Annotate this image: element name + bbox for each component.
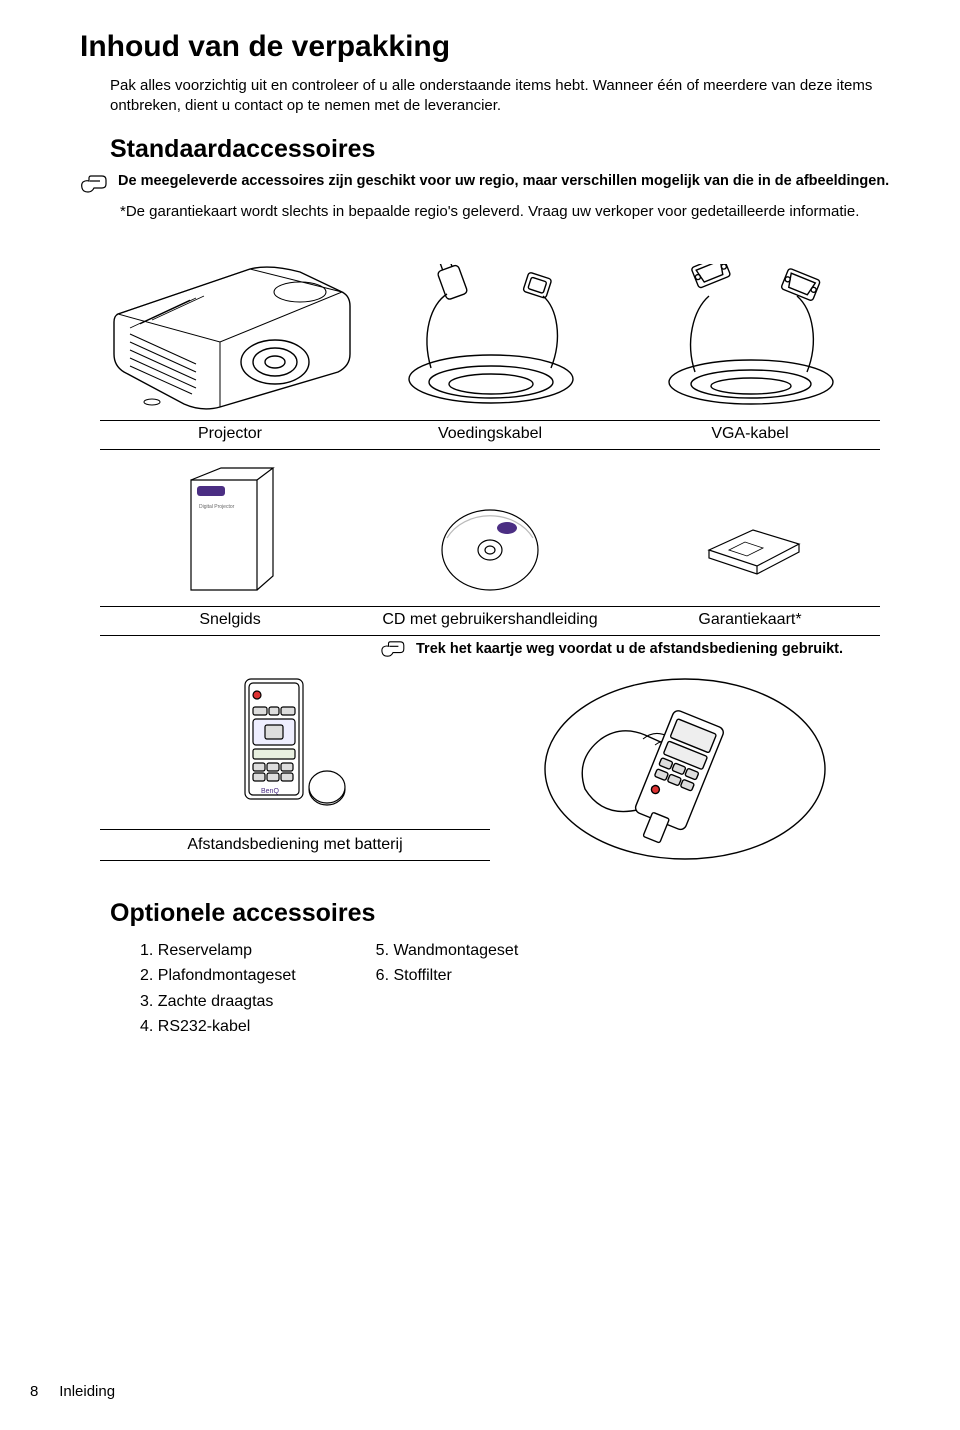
optional-list-left: 1. Reservelamp 2. Plafondmontageset 3. Z… [140,938,296,1040]
pointing-hand-icon [380,640,406,658]
divider [100,449,880,450]
projector-illustration [100,244,360,414]
svg-text:Digital Projector: Digital Projector [199,504,235,510]
row3: BenQ Afstandsbediening met batterij [100,669,880,869]
label-remote-battery: Afstandsbediening met batterij [100,829,490,861]
divider [100,606,880,607]
note-remote-text: Trek het kaartje weg voordat u de afstan… [416,640,843,659]
row1-labels: Projector Voedingskabel VGA-kabel [100,425,880,443]
list-item: 3. Zachte draagtas [140,989,296,1015]
optional-accessories-section: Optionele accessoires 1. Reservelamp 2. … [110,899,900,1040]
row2-images: Digital Projector [100,460,880,600]
optional-accessories-heading: Optionele accessoires [110,899,900,928]
note-warranty-text: *De garantiekaart wordt slechts in bepaa… [120,202,900,222]
label-power-cable: Voedingskabel [360,425,620,443]
label-quick-guide: Snelgids [100,611,360,629]
label-cd-manual: CD met gebruikershandleiding [360,611,620,629]
label-projector: Projector [100,425,360,443]
list-item: 4. RS232-kabel [140,1014,296,1040]
remote-battery-illustration: BenQ [100,669,490,829]
pointing-hand-icon [80,174,108,194]
list-item: 6. Stoffilter [376,963,519,989]
divider [100,420,880,421]
row1-images [100,244,880,414]
quick-guide-illustration: Digital Projector [100,460,352,600]
row2-labels: Snelgids CD met gebruikershandleiding Ga… [100,611,880,629]
cd-illustration [364,460,616,600]
warranty-card-illustration [628,460,880,600]
list-item: 2. Plafondmontageset [140,963,296,989]
list-item: 1. Reservelamp [140,938,296,964]
divider [100,635,880,636]
label-warranty-card: Garantiekaart* [620,611,880,629]
standard-accessories-heading: Standaardaccessoires [110,135,900,164]
note-region-accessories: De meegeleverde accessoires zijn geschik… [80,172,900,194]
vga-cable-illustration [632,264,880,414]
list-item: 5. Wandmontageset [376,938,519,964]
label-vga-cable: VGA-kabel [620,425,880,443]
power-cable-illustration [372,264,620,414]
svg-text:BenQ: BenQ [261,788,279,795]
optional-list-right: 5. Wandmontageset 6. Stoffilter [376,938,519,1040]
note-accessories-text: De meegeleverde accessoires zijn geschik… [118,172,889,192]
remote-pull-tab-illustration [490,669,880,869]
note-region-remote: Trek het kaartje weg voordat u de afstan… [380,640,880,659]
page-footer: 8 Inleiding [30,1383,115,1400]
page-number: 8 [30,1383,38,1400]
section-name: Inleiding [59,1383,115,1400]
page-title: Inhoud van de verpakking [80,30,900,64]
intro-text: Pak alles voorzichtig uit en controleer … [110,76,900,117]
